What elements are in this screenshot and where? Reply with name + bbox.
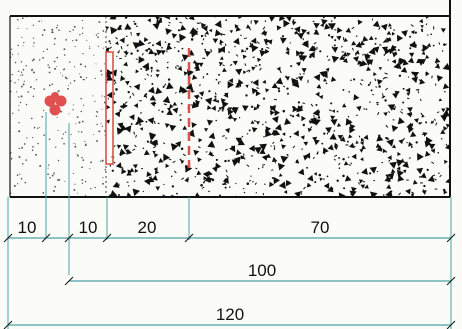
rebar-cluster-icon xyxy=(44,92,67,116)
dimension-row-2: 100 xyxy=(64,261,456,286)
dimension-label-10b: 10 xyxy=(79,218,98,237)
dimension-label-10a: 10 xyxy=(18,218,37,237)
dimension-label-20: 20 xyxy=(138,218,157,237)
dimension-row-1: 10 10 20 70 xyxy=(3,218,456,243)
insulation-board xyxy=(105,51,114,165)
concrete-layer-texture xyxy=(106,16,450,197)
mortar-layer-texture xyxy=(10,16,106,196)
extension-lines xyxy=(7,197,452,329)
dimension-label-120: 120 xyxy=(216,305,244,324)
dimension-label-100: 100 xyxy=(248,261,276,280)
dimension-label-70: 70 xyxy=(311,218,330,237)
dimension-row-3: 120 xyxy=(3,305,456,329)
